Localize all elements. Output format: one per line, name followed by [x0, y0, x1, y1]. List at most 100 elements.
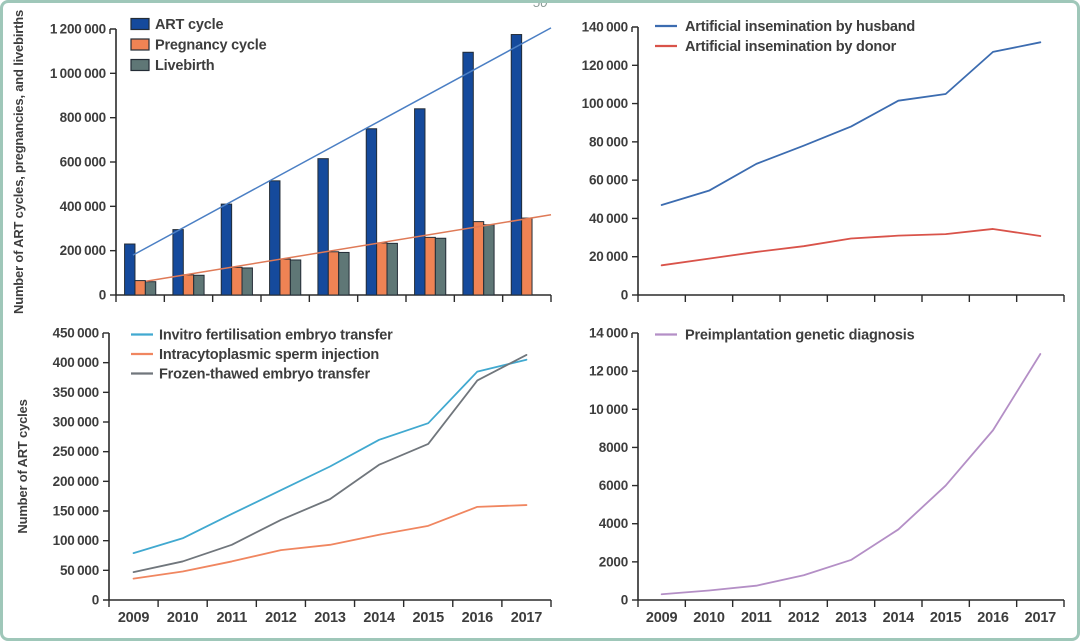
legend-label: Preimplantation genetic diagnosis	[685, 328, 915, 344]
x-tick-label: 2016	[462, 610, 494, 626]
y-tick-label: 600 000	[60, 155, 106, 170]
bar-pregnancy-cycle	[231, 266, 243, 296]
legend-label: Frozen-thawed embryo transfer	[159, 367, 370, 383]
bar-livebirth	[386, 242, 398, 296]
bar-livebirth	[289, 259, 302, 296]
y-tick-label: 400 000	[53, 355, 99, 370]
y-tick-label: 0	[92, 593, 99, 608]
y-tick-label: 10 000	[589, 402, 628, 417]
series-line-preimplantation-genetic-diagnosis	[660, 353, 1042, 596]
series-line-intracytoplasmic-sperm-injection	[132, 504, 528, 580]
x-tick-label: 2017	[511, 610, 543, 626]
y-tick-label: 80 000	[589, 134, 628, 149]
bar-art-cycle	[220, 203, 233, 296]
legend-swatch	[130, 17, 150, 31]
y-tick-label: 400 000	[60, 199, 106, 214]
legend-swatch	[130, 38, 150, 51]
x-tick-label: 2014	[883, 610, 915, 626]
y-tick-label: 6000	[599, 478, 628, 493]
bar-livebirth	[193, 274, 205, 296]
bar-livebirth	[144, 281, 157, 296]
y-tick-label: 60 000	[589, 173, 628, 188]
bar-pregnancy-cycle	[134, 280, 146, 296]
bar-livebirth	[338, 251, 350, 296]
legend-label: Pregnancy cycle	[155, 38, 267, 54]
legend-swatch	[130, 58, 150, 72]
bar-art-cycle	[269, 180, 281, 296]
bar-art-cycle	[510, 34, 523, 296]
series-line-artificial-insemination-by-husband	[660, 41, 1042, 206]
bar-livebirth	[483, 224, 495, 296]
bar-pregnancy-cycle	[327, 251, 340, 296]
bar-livebirth	[434, 237, 447, 296]
y-tick-label: 300 000	[53, 415, 99, 430]
y-tick-label: 150 000	[53, 504, 99, 519]
x-tick-label: 2012	[788, 610, 820, 626]
y-tick-label: 1 000 000	[50, 66, 106, 81]
cropped-text-artifact: 50	[533, 0, 548, 10]
bar-pregnancy-cycle	[279, 258, 291, 296]
x-tick-label: 2010	[693, 610, 725, 626]
x-tick-label: 2012	[265, 610, 297, 626]
y-tick-label: 0	[621, 593, 628, 608]
y-tick-label: 40 000	[589, 211, 628, 226]
charts-canvas: 0 200 000 400 000 600 000 800 000 1 000 000 1 …	[11, 10, 1065, 626]
legend-label: Artificial insemination by donor	[685, 39, 897, 55]
x-tick-label: 2013	[314, 610, 346, 626]
y-tick-label: 12 000	[589, 364, 628, 379]
bar-art-cycle	[414, 108, 426, 296]
x-tick-label: 2009	[118, 610, 150, 626]
legend-label: Livebirth	[155, 58, 214, 74]
bar-pregnancy-cycle	[472, 221, 485, 296]
y-tick-label: 450 000	[53, 326, 99, 341]
x-tick-label: 2016	[977, 610, 1009, 626]
x-tick-label: 2015	[930, 610, 962, 626]
y-tick-label: 100 000	[582, 96, 628, 111]
y-tick-label: 140 000	[582, 20, 628, 35]
bar-art-cycle	[317, 158, 329, 296]
legend-label: ART cycle	[155, 17, 223, 33]
bar-art-cycle	[462, 51, 474, 296]
bar-pregnancy-cycle	[521, 217, 533, 296]
legend-label: Intracytoplasmic sperm injection	[159, 347, 379, 363]
series-line-invitro-fertilisation-embryo-transfer	[132, 358, 528, 555]
y-tick-label: 20 000	[589, 249, 628, 264]
y-tick-label: 1 200 000	[50, 22, 106, 37]
x-tick-label: 2014	[363, 610, 395, 626]
trend-line-1	[145, 214, 552, 282]
series-line-artificial-insemination-by-donor	[660, 228, 1042, 267]
y-tick-label: 2000	[599, 554, 628, 569]
bar-art-cycle	[172, 229, 184, 296]
y-tick-label: 350 000	[53, 385, 99, 400]
y-tick-label: 200 000	[60, 243, 106, 258]
y-tick-label: 4000	[599, 516, 628, 531]
y-tick-label: 100 000	[53, 533, 99, 548]
y-tick-label: 800 000	[60, 110, 106, 125]
y-tick-label: 200 000	[53, 474, 99, 489]
trend-line-0	[132, 27, 552, 256]
bar-pregnancy-cycle	[424, 236, 436, 296]
bar-pregnancy-cycle	[376, 242, 388, 296]
bar-art-cycle	[365, 128, 378, 296]
x-tick-label: 2011	[741, 610, 772, 626]
x-tick-label: 2013	[835, 610, 867, 626]
bar-livebirth	[241, 267, 253, 296]
y-tick-label: 14 000	[589, 326, 628, 341]
art-cycles-pregnancies-livebirths-y-axis-title: Number of ART cycles, pregnancies, and l…	[11, 10, 26, 314]
series-line-frozen-thawed-embryo-transfer	[132, 354, 528, 574]
legend-label: Artificial insemination by husband	[685, 19, 915, 35]
art-cycle-types-y-axis-title: Number of ART cycles	[15, 399, 30, 533]
x-tick-label: 2010	[167, 610, 199, 626]
legend-label: Invitro fertilisation embryo transfer	[159, 328, 393, 344]
y-tick-label: 250 000	[53, 444, 99, 459]
x-tick-label: 2015	[412, 610, 444, 626]
y-tick-label: 120 000	[582, 58, 628, 73]
bar-pregnancy-cycle	[182, 274, 195, 296]
x-tick-label: 2011	[216, 610, 247, 626]
y-tick-label: 0	[99, 288, 106, 303]
x-tick-label: 2009	[646, 610, 678, 626]
y-tick-label: 50 000	[60, 563, 99, 578]
y-tick-label: 8000	[599, 440, 628, 455]
bar-art-cycle	[124, 243, 136, 296]
